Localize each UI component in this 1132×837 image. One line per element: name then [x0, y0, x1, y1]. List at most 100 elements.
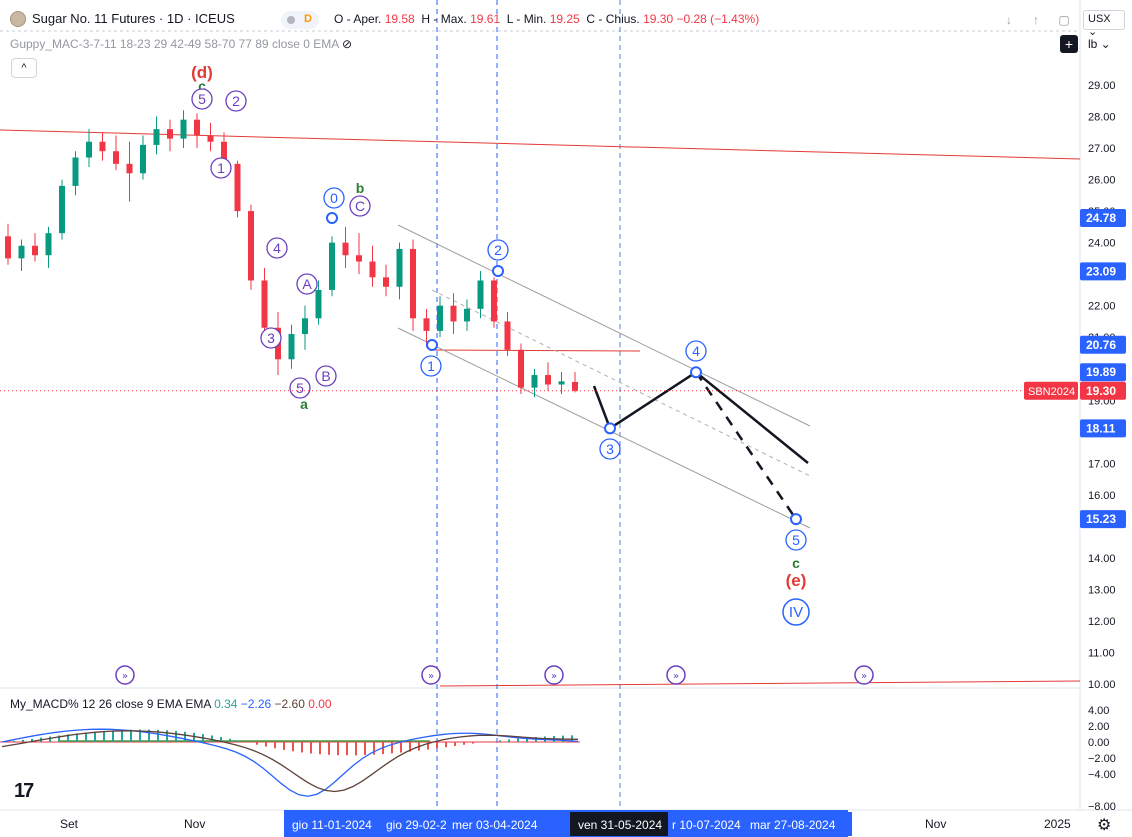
- currency-select[interactable]: USX ⌄: [1083, 10, 1125, 38]
- price-label-text: 18.11: [1086, 421, 1116, 435]
- candle-body: [207, 135, 214, 142]
- candle-body: [558, 381, 565, 385]
- wave-label-ring: [487, 239, 509, 261]
- wave-label: 3: [267, 330, 275, 346]
- price-label-text: 19.89: [1086, 365, 1116, 379]
- maximize-icon[interactable]: ▢: [1058, 13, 1070, 27]
- event-marker-icon: »: [428, 671, 434, 682]
- wave-label: c: [198, 78, 206, 94]
- collapse-legend-button[interactable]: ^: [11, 58, 37, 78]
- candle-body: [261, 280, 268, 328]
- wave-label-ring: [260, 327, 282, 349]
- price-label-box: [1080, 262, 1126, 281]
- wave-label: 0: [330, 190, 338, 206]
- candle-body: [113, 151, 119, 164]
- price-tick-label: 13.00: [1088, 584, 1116, 596]
- candle-body: [167, 129, 173, 139]
- channel-upper: [397, 224, 811, 427]
- symbol-logo-icon: [10, 11, 26, 27]
- candle-body: [531, 375, 538, 388]
- add-alert-plus-button[interactable]: +: [1060, 35, 1078, 53]
- wave-label: b: [356, 180, 365, 196]
- price-tick-label: 14.00: [1088, 553, 1116, 565]
- low-label: L - Min.: [506, 12, 547, 26]
- candle-body: [491, 280, 497, 322]
- active-time-label: ven 31-05-2024: [578, 818, 662, 832]
- time-tick-label: Nov: [184, 817, 205, 831]
- anchor-point: [426, 339, 438, 351]
- time-label-box: [286, 812, 386, 836]
- badge-label: D: [304, 13, 312, 25]
- price-tick-label: 17.00: [1088, 458, 1116, 470]
- wave-label-ring: [599, 438, 621, 460]
- wave-label: B: [321, 368, 330, 384]
- hidden-eye-icon[interactable]: ⊘: [341, 37, 353, 51]
- event-marker-icon: »: [122, 671, 128, 682]
- projection-alt-path: [695, 371, 809, 464]
- tradingview-logo-icon[interactable]: 17: [14, 780, 34, 802]
- wave-label-ring: [191, 88, 213, 110]
- event-marker-icon: [854, 665, 874, 685]
- low-value: 19.25: [549, 12, 580, 26]
- price-tick-label: 26.00: [1088, 175, 1116, 187]
- time-label-text: r 10-07-2024: [672, 818, 741, 832]
- price-tick-label: 29.00: [1088, 80, 1116, 92]
- time-label-box: [744, 812, 852, 836]
- channel-lower: [397, 327, 811, 529]
- macd-v1: 0.34: [214, 697, 238, 711]
- high-label: H - Max.: [421, 12, 467, 26]
- arrow-up-icon[interactable]: ↑: [1033, 13, 1039, 27]
- candle-body: [329, 242, 335, 290]
- time-tick-label: Nov: [925, 817, 946, 831]
- macd-v3: −2.60: [274, 697, 305, 711]
- candle-body: [5, 236, 11, 259]
- wave-label: a: [300, 396, 308, 412]
- price-tick-label: 22.00: [1088, 301, 1116, 313]
- unit-select[interactable]: lb ⌄: [1088, 37, 1111, 51]
- candle-body: [153, 129, 160, 145]
- anchor-point: [690, 366, 702, 379]
- candle-body: [342, 242, 349, 256]
- wave-label-ring: [296, 273, 318, 295]
- change-value: −0.28 (−1.43%): [676, 12, 760, 26]
- candle-body: [369, 261, 376, 278]
- resistance-line: [0, 129, 1081, 160]
- time-tick-label: 2025: [1044, 817, 1071, 831]
- indicator-legend[interactable]: Guppy_MAC-3-7-11 18-23 29 42-49 58-70 77…: [10, 37, 352, 51]
- open-label: O - Aper.: [334, 12, 382, 26]
- active-time-label-box: [570, 812, 668, 836]
- arrow-down-icon[interactable]: ↓: [1006, 13, 1012, 27]
- price-tick-label: 27.00: [1088, 143, 1116, 155]
- macd-tick-label: 4.00: [1088, 705, 1109, 717]
- wave-label: (d): [191, 63, 213, 82]
- wave-label: 2: [494, 242, 502, 258]
- gear-icon[interactable]: ⚙: [1097, 817, 1112, 834]
- price-label-box: [1080, 209, 1126, 228]
- macd-legend[interactable]: My_MACD% 12 26 close 9 EMA EMA 0.34 −2.2…: [10, 697, 332, 711]
- candle-body: [437, 305, 443, 331]
- macd-tick-label: −4.00: [1088, 769, 1116, 781]
- candle-body: [180, 119, 187, 139]
- ohlc-readout: O - Aper. 19.58 H - Max. 19.61 L - Min. …: [334, 12, 759, 26]
- macd-tick-label: 0.00: [1088, 737, 1109, 749]
- candle-body: [72, 157, 79, 186]
- price-tick-label: 11.00: [1088, 647, 1115, 659]
- wave-label-ring: [289, 377, 311, 399]
- time-label-text: gio 11-01-2024: [292, 818, 372, 832]
- anchor-point: [326, 212, 338, 224]
- candle-body: [572, 381, 578, 391]
- close-label: C - Chius.: [586, 12, 640, 26]
- data-badge[interactable]: D: [281, 11, 319, 29]
- candle-body: [234, 163, 241, 212]
- event-marker-icon: »: [673, 671, 679, 682]
- wave-label: 1: [427, 358, 435, 374]
- price-label-text: 19.30: [1086, 384, 1116, 398]
- candle-body: [450, 305, 457, 322]
- wave-label: c: [792, 555, 800, 571]
- price-label-box: [1080, 510, 1126, 529]
- symbol-title[interactable]: Sugar No. 11 Futures · 1D · ICEUS: [32, 11, 235, 26]
- candle-body: [86, 141, 92, 158]
- candle-body: [32, 245, 38, 256]
- candle-body: [194, 119, 200, 136]
